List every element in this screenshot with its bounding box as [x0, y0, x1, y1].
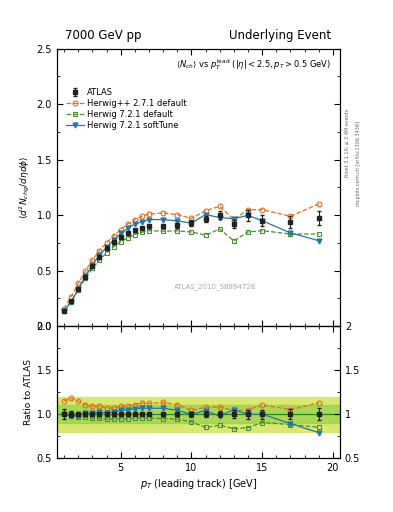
Herwig++ 2.7.1 default: [140, 213, 144, 219]
Herwig++ 2.7.1 default: [161, 210, 165, 216]
Herwig 7.2.1 softTune: [111, 237, 116, 243]
Herwig++ 2.7.1 default: [246, 206, 250, 212]
Text: Rivet 3.1.10, ≥ 2.4M events: Rivet 3.1.10, ≥ 2.4M events: [345, 109, 350, 178]
Herwig++ 2.7.1 default: [217, 203, 222, 209]
Herwig 7.2.1 softTune: [140, 219, 144, 225]
Text: ATLAS_2010_S8894728: ATLAS_2010_S8894728: [174, 283, 257, 290]
Text: $\langle N_{ch}\rangle$ vs $p_T^{\rm lead}$ ($|\eta| < 2.5, p_T > 0.5$ GeV): $\langle N_{ch}\rangle$ vs $p_T^{\rm lea…: [176, 57, 331, 72]
Herwig 7.2.1 softTune: [69, 298, 73, 305]
Herwig 7.2.1 default: [161, 228, 165, 234]
Line: Herwig 7.2.1 default: Herwig 7.2.1 default: [62, 227, 321, 313]
Herwig 7.2.1 softTune: [316, 238, 321, 244]
Herwig 7.2.1 softTune: [132, 221, 137, 227]
Herwig 7.2.1 softTune: [104, 244, 109, 250]
Herwig 7.2.1 softTune: [118, 230, 123, 237]
Line: Herwig 7.2.1 softTune: Herwig 7.2.1 softTune: [62, 212, 321, 313]
Herwig++ 2.7.1 default: [76, 280, 81, 286]
Herwig 7.2.1 softTune: [246, 212, 250, 219]
Herwig 7.2.1 softTune: [83, 273, 88, 279]
Herwig 7.2.1 default: [203, 232, 208, 238]
Bar: [57, 397, 340, 432]
Herwig 7.2.1 default: [111, 244, 116, 250]
Herwig 7.2.1 default: [83, 275, 88, 282]
Herwig 7.2.1 default: [217, 226, 222, 232]
Herwig++ 2.7.1 default: [231, 217, 236, 223]
Herwig 7.2.1 softTune: [76, 286, 81, 292]
Herwig 7.2.1 default: [260, 228, 264, 234]
Legend: ATLAS, Herwig++ 2.7.1 default, Herwig 7.2.1 default, Herwig 7.2.1 softTune: ATLAS, Herwig++ 2.7.1 default, Herwig 7.…: [64, 86, 189, 132]
Herwig 7.2.1 default: [90, 265, 95, 271]
Herwig 7.2.1 default: [97, 257, 102, 263]
Herwig 7.2.1 softTune: [175, 218, 180, 224]
Herwig 7.2.1 default: [76, 287, 81, 293]
Herwig 7.2.1 default: [147, 228, 151, 234]
Herwig++ 2.7.1 default: [316, 201, 321, 207]
Herwig++ 2.7.1 default: [83, 268, 88, 274]
Herwig++ 2.7.1 default: [104, 240, 109, 246]
Herwig 7.2.1 default: [231, 238, 236, 244]
X-axis label: $p_T$ (leading track) [GeV]: $p_T$ (leading track) [GeV]: [140, 477, 257, 492]
Line: Herwig++ 2.7.1 default: Herwig++ 2.7.1 default: [62, 202, 321, 311]
Herwig++ 2.7.1 default: [147, 211, 151, 217]
Herwig++ 2.7.1 default: [125, 221, 130, 227]
Herwig++ 2.7.1 default: [203, 207, 208, 214]
Herwig 7.2.1 default: [140, 229, 144, 236]
Herwig 7.2.1 softTune: [260, 218, 264, 224]
Herwig++ 2.7.1 default: [132, 217, 137, 223]
Herwig++ 2.7.1 default: [189, 216, 194, 222]
Herwig++ 2.7.1 default: [69, 293, 73, 300]
Herwig++ 2.7.1 default: [97, 248, 102, 254]
Herwig 7.2.1 default: [175, 228, 180, 234]
Herwig 7.2.1 default: [125, 235, 130, 241]
Herwig 7.2.1 softTune: [90, 262, 95, 268]
Herwig 7.2.1 softTune: [231, 216, 236, 222]
Herwig 7.2.1 default: [189, 229, 194, 235]
Text: 7000 GeV pp: 7000 GeV pp: [66, 29, 142, 41]
Y-axis label: Ratio to ATLAS: Ratio to ATLAS: [24, 359, 33, 425]
Herwig 7.2.1 default: [62, 308, 66, 314]
Text: Underlying Event: Underlying Event: [230, 29, 331, 41]
Herwig++ 2.7.1 default: [62, 306, 66, 312]
Herwig++ 2.7.1 default: [118, 226, 123, 232]
Herwig++ 2.7.1 default: [260, 206, 264, 212]
Herwig++ 2.7.1 default: [288, 213, 293, 219]
Herwig 7.2.1 softTune: [288, 230, 293, 236]
Herwig 7.2.1 softTune: [62, 308, 66, 314]
Herwig 7.2.1 default: [288, 231, 293, 237]
Herwig 7.2.1 default: [69, 298, 73, 305]
Herwig 7.2.1 softTune: [147, 217, 151, 223]
Herwig 7.2.1 softTune: [217, 215, 222, 221]
Herwig 7.2.1 default: [118, 239, 123, 245]
Bar: [57, 406, 340, 423]
Herwig 7.2.1 softTune: [161, 217, 165, 223]
Herwig 7.2.1 default: [316, 231, 321, 237]
Herwig 7.2.1 default: [246, 229, 250, 235]
Y-axis label: $\langle d^2 N_{chg}/d\eta d\phi \rangle$: $\langle d^2 N_{chg}/d\eta d\phi \rangle…: [18, 156, 33, 219]
Herwig 7.2.1 softTune: [125, 225, 130, 231]
Herwig++ 2.7.1 default: [111, 233, 116, 239]
Herwig 7.2.1 softTune: [203, 211, 208, 218]
Herwig 7.2.1 default: [104, 250, 109, 256]
Herwig 7.2.1 softTune: [97, 252, 102, 258]
Text: mcplots.cern.ch [arXiv:1306.3436]: mcplots.cern.ch [arXiv:1306.3436]: [356, 121, 362, 206]
Herwig++ 2.7.1 default: [90, 257, 95, 263]
Herwig 7.2.1 softTune: [189, 220, 194, 226]
Herwig++ 2.7.1 default: [175, 211, 180, 218]
Herwig 7.2.1 default: [132, 231, 137, 238]
